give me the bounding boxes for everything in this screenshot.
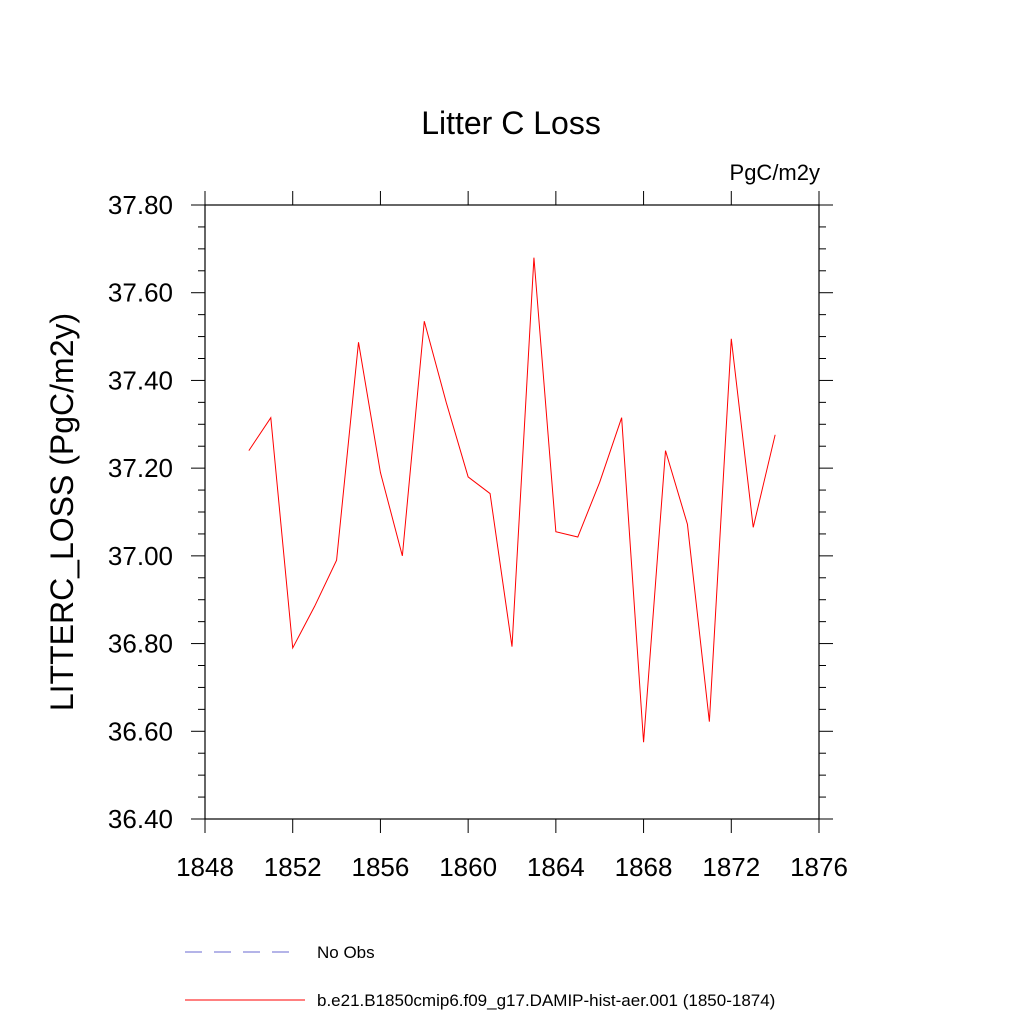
y-tick-label: 37.60 bbox=[108, 278, 173, 308]
y-tick-label: 37.80 bbox=[108, 190, 173, 220]
y-tick-labels: 36.40 36.60 36.80 37.00 37.20 37.40 37.60 37.80 bbox=[108, 190, 173, 834]
y-axis-label: LITTERC_LOSS (PgC/m2y) bbox=[44, 313, 80, 711]
y-tick-label: 36.80 bbox=[108, 629, 173, 659]
y-tick-label: 36.40 bbox=[108, 804, 173, 834]
legend: No Obs b.e21.B1850cmip6.f09_g17.DAMIP-hi… bbox=[185, 943, 775, 1010]
y-tick-label: 37.20 bbox=[108, 453, 173, 483]
series-lines bbox=[248, 257, 776, 743]
y-tick-label: 37.40 bbox=[108, 365, 173, 395]
x-tick-labels: 1848 1852 1856 1860 1864 1868 1872 1876 bbox=[176, 852, 848, 882]
chart-title: Litter C Loss bbox=[421, 105, 601, 141]
axis-ticks bbox=[191, 191, 833, 833]
x-tick-label: 1852 bbox=[264, 852, 322, 882]
x-tick-label: 1848 bbox=[176, 852, 234, 882]
x-tick-label: 1856 bbox=[352, 852, 410, 882]
y-tick-label: 37.00 bbox=[108, 541, 173, 571]
legend-label-model: b.e21.B1850cmip6.f09_g17.DAMIP-hist-aer.… bbox=[317, 991, 775, 1010]
plot-frame bbox=[204, 204, 820, 820]
x-tick-label: 1876 bbox=[790, 852, 848, 882]
x-tick-label: 1860 bbox=[439, 852, 497, 882]
x-tick-label: 1868 bbox=[615, 852, 673, 882]
x-tick-label: 1872 bbox=[702, 852, 760, 882]
legend-label-no-obs: No Obs bbox=[317, 943, 375, 962]
series-line bbox=[248, 257, 776, 743]
x-tick-label: 1864 bbox=[527, 852, 585, 882]
y-tick-label: 36.60 bbox=[108, 716, 173, 746]
units-label: PgC/m2y bbox=[730, 160, 820, 185]
